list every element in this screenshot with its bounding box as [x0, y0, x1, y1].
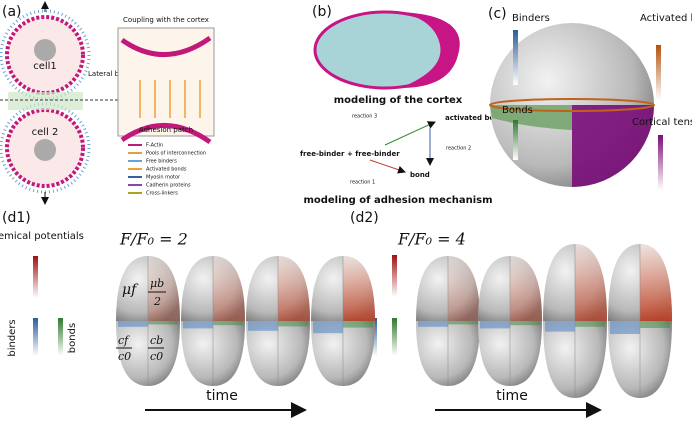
nucleus [34, 39, 56, 61]
colorbar [33, 256, 38, 298]
colorbar [656, 45, 661, 100]
potential-half [575, 244, 607, 321]
colorbar [58, 318, 63, 356]
potential-half [213, 256, 245, 321]
legend-label: Cadherin proteins [146, 183, 191, 189]
panel-b: (b) modeling of the cortex activated bon… [300, 4, 504, 206]
binder-band [313, 321, 343, 333]
binder-band [545, 321, 575, 332]
binder-band [183, 321, 213, 328]
colorbar-title: Binders [512, 13, 550, 24]
panel-label: (d1) [2, 210, 31, 226]
nucleus [34, 139, 56, 161]
annotation: Adhesion patch [139, 126, 193, 134]
legend-label: Pools of interconnection [146, 151, 206, 157]
binder-band [610, 321, 640, 334]
legend-label: Free binders [146, 159, 177, 165]
potential-half [640, 244, 672, 321]
colorbar-title: chemical potentials [0, 231, 84, 242]
colorbar-title: Bonds [502, 105, 533, 116]
bond-band [510, 321, 540, 325]
figure: (a) cell1 cell 2 Lateral bond motion Cou… [0, 0, 692, 421]
bond-band [213, 321, 243, 325]
bond-band [448, 321, 478, 324]
binder-band [118, 321, 148, 327]
colorbar-title: binders [7, 319, 18, 356]
reaction-label: reaction 2 [446, 146, 471, 152]
force-ratio: F/F₀ = 2 [119, 230, 188, 249]
colorbar [33, 318, 38, 356]
binder-band [480, 321, 510, 328]
bond-band [343, 321, 373, 328]
force-ratio: F/F₀ = 4 [397, 230, 466, 249]
math-label: cb [150, 334, 163, 347]
legend-label: Activated bonds [146, 167, 187, 173]
bond-band [575, 321, 605, 327]
colorbar-title: bonds [67, 323, 78, 353]
reaction-arrow [370, 160, 405, 172]
legend-label: Myosin motor [146, 175, 181, 181]
contact [8, 92, 83, 110]
potential-half [510, 256, 542, 321]
cell-label: cell 2 [32, 127, 59, 138]
potential-half [343, 256, 375, 321]
panel-label: (b) [312, 4, 332, 20]
math-label: 2 [153, 295, 161, 308]
bond-band [640, 321, 670, 328]
colorbar [513, 30, 518, 85]
math-label: c0 [150, 350, 163, 363]
axis-label: time [206, 388, 238, 404]
reaction-label: reaction 3 [352, 114, 377, 120]
colorbar [392, 255, 397, 297]
binder-band [248, 321, 278, 331]
state: bond [410, 171, 430, 179]
panel-a: (a) cell1 cell 2 Lateral bond motion Cou… [0, 2, 215, 204]
reaction-label: reaction 1 [350, 180, 375, 186]
panel-label: (a) [2, 4, 22, 20]
legend-label: Cross-linkers [146, 191, 178, 197]
potential-half [278, 256, 310, 321]
colorbar [392, 318, 397, 356]
colorbar-title: Cortical tension [632, 117, 692, 128]
colorbar [513, 120, 518, 160]
binder-band [418, 321, 448, 327]
annotation: Coupling with the cortex [123, 16, 209, 24]
cell-label: cell1 [33, 61, 57, 72]
bond-band [278, 321, 308, 326]
panel-d: (d1) (d2) chemical potentials binders bo… [0, 210, 672, 410]
panel-c: (c) Binders Bonds Activated bonds Cortic… [488, 6, 692, 190]
state: free-binder + free-binder [300, 150, 400, 158]
panel-label: (c) [488, 6, 507, 22]
colorbar [658, 135, 663, 190]
panel-label: (d2) [350, 210, 379, 226]
reaction-arrow [385, 122, 435, 145]
math-label: c0 [118, 350, 131, 363]
colorbar-title: Activated bonds [640, 13, 692, 24]
bond-band [148, 321, 178, 324]
subtitle: modeling of adhesion mechanism [303, 195, 492, 206]
axis-label: time [496, 388, 528, 404]
subtitle: modeling of the cortex [334, 95, 463, 106]
legend-label: F-Actin [146, 143, 163, 149]
potential-half [448, 256, 480, 321]
math-label: μb [150, 277, 164, 290]
